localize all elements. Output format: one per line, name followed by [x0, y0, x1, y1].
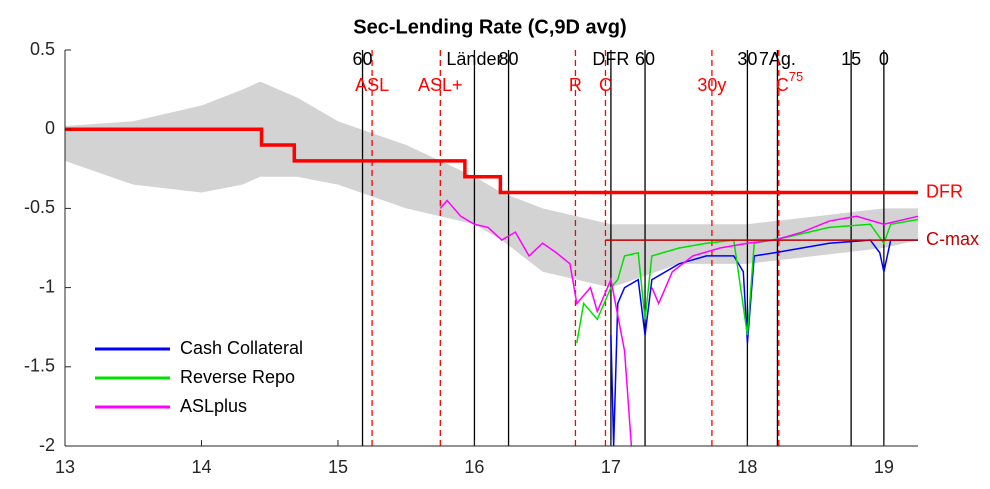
event-label: 15	[841, 49, 861, 69]
noise-band	[65, 81, 918, 288]
legend-label: Reverse Repo	[180, 367, 295, 387]
x-tick-label: 18	[737, 457, 757, 477]
event-label: DFR	[592, 49, 629, 69]
series-end-label: DFR	[926, 181, 963, 201]
y-tick-label: 0	[45, 118, 55, 138]
x-tick-label: 15	[328, 457, 348, 477]
y-tick-label: -2	[39, 435, 55, 455]
series-end-label: C-max	[926, 229, 979, 249]
event-label: 30y	[697, 75, 726, 95]
event-label: 7Ag.	[759, 49, 796, 69]
event-label: 80	[499, 49, 519, 69]
y-tick-label: -1.5	[24, 356, 55, 376]
chart-title: Sec-Lending Rate (C,9D avg)	[353, 16, 626, 38]
series-line	[610, 239, 918, 447]
event-label: C75	[776, 69, 803, 94]
event-label: R	[569, 75, 582, 95]
x-tick-label: 13	[55, 457, 75, 477]
event-label: 60	[635, 49, 655, 69]
y-tick-label: -0.5	[24, 197, 55, 217]
event-label: 0	[879, 49, 889, 69]
x-tick-label: 16	[464, 457, 484, 477]
event-label: ASL	[355, 75, 389, 95]
event-label: Länder	[446, 49, 502, 69]
series-line	[65, 127, 918, 195]
y-tick-label: 0.5	[30, 39, 55, 59]
y-tick-label: -1	[39, 276, 55, 296]
event-label: ASL+	[418, 75, 463, 95]
legend-label: Cash Collateral	[180, 338, 303, 358]
event-label: 30	[737, 49, 757, 69]
x-tick-label: 14	[191, 457, 211, 477]
event-label: C	[599, 75, 612, 95]
series-line	[439, 199, 919, 447]
legend-label: ASLplus	[180, 396, 247, 416]
event-label-sup: 75	[789, 69, 803, 84]
event-label: 60	[353, 49, 373, 69]
x-tick-label: 19	[874, 457, 894, 477]
x-tick-label: 17	[601, 457, 621, 477]
